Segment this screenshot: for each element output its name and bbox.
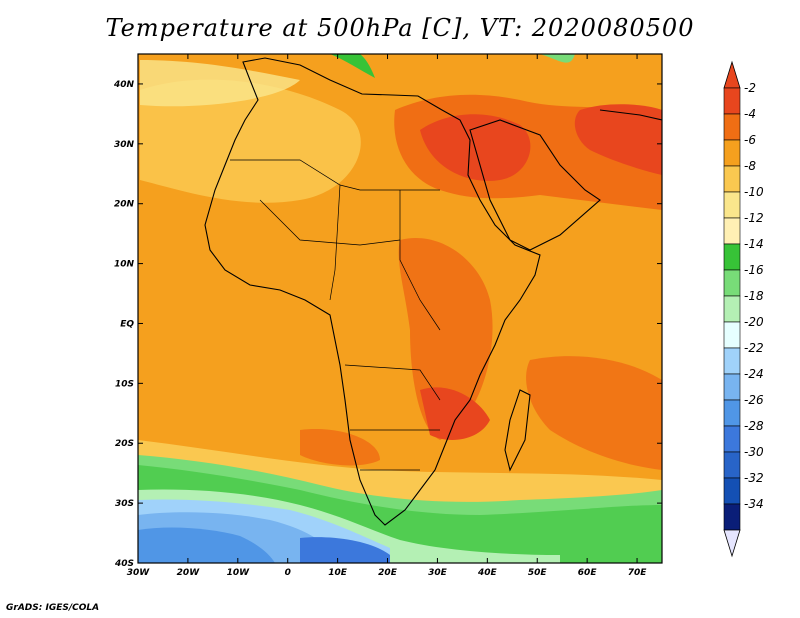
y-tick-label: 30S	[115, 499, 134, 509]
field-iran-hot-core	[574, 104, 662, 175]
x-tick-label: 40E	[477, 568, 498, 578]
colorbar-bottom-arrow	[723, 529, 741, 558]
colorbar-label: -30	[744, 445, 764, 459]
colorbar-swatch	[723, 113, 741, 141]
field-caspian-green-patch	[540, 54, 575, 63]
coastlines	[204, 57, 662, 526]
y-tick-label: 10N	[114, 260, 135, 270]
colorbar-label: -28	[744, 419, 764, 433]
field-europe-green-patch	[330, 54, 375, 78]
colorbar-label: -12	[744, 211, 764, 225]
colorbar-swatch	[723, 165, 741, 193]
colorbar-label: -26	[744, 393, 764, 407]
field-sahara-light-region	[140, 79, 361, 203]
colorbar-label: -10	[744, 185, 764, 199]
temperature-field	[138, 54, 662, 563]
field-south-atlantic-warm-patch	[300, 429, 380, 466]
field-blue-dark-region	[138, 527, 275, 563]
colorbar-swatch	[723, 503, 741, 531]
border-line	[399, 190, 441, 331]
x-tick-label: 30W	[127, 568, 151, 578]
colorbar-label: -6	[744, 133, 756, 147]
madagascar-coastline	[504, 389, 531, 472]
colorbar-swatch	[723, 347, 741, 375]
colorbar-swatch	[723, 295, 741, 323]
field-northwest-pale-region	[140, 60, 300, 107]
field-east-africa-hot-spot	[420, 387, 490, 440]
y-tick-label: EQ	[120, 319, 134, 329]
x-axis: 30W 20W 10W 0 10E 20E 30E 40E 50E 60E 70E	[127, 54, 647, 578]
field-indian-ocean-warm-region	[526, 356, 662, 470]
footer-credit: GrADS: IGES/COLA	[6, 603, 100, 613]
y-tick-label: 20N	[114, 200, 135, 210]
africa-coastline	[204, 57, 541, 526]
map-title: Temperature at 500hPa [C], VT: 202008050…	[105, 14, 695, 42]
x-tick-label: 30E	[428, 568, 448, 578]
y-tick-label: 40S	[114, 559, 134, 569]
x-tick-label: 50E	[528, 568, 548, 578]
colorbar-swatch	[723, 243, 741, 271]
y-tick-label: 30N	[114, 140, 135, 150]
country-borders	[230, 159, 441, 471]
colorbar-swatch	[723, 139, 741, 167]
y-axis: 40N 30N 20N 10N EQ 10S 20S 30S 40S	[113, 80, 662, 569]
x-tick-label: 10E	[328, 568, 348, 578]
border-line	[329, 184, 341, 301]
x-tick-label: 70E	[628, 568, 648, 578]
colorbar-label: -14	[744, 237, 764, 251]
colorbar-swatch	[723, 217, 741, 245]
asia-coastline	[599, 109, 662, 121]
colorbar-label: -18	[744, 289, 764, 303]
colorbar-swatch	[723, 87, 741, 115]
colorbar-swatch	[723, 399, 741, 427]
colorbar-top-arrow	[723, 60, 741, 89]
arabia-coastline	[469, 119, 601, 251]
x-tick-label: 60E	[578, 568, 598, 578]
colorbar-swatch	[723, 191, 741, 219]
colorbar-swatch	[723, 477, 741, 505]
x-tick-label: 0	[285, 568, 291, 578]
colorbar-swatch	[723, 373, 741, 401]
colorbar-label: -4	[744, 107, 756, 121]
colorbar-swatch	[723, 425, 741, 453]
colorbar-label: -32	[744, 471, 764, 485]
map-frame	[137, 53, 663, 564]
y-tick-label: 20S	[115, 439, 134, 449]
x-tick-label: 10W	[227, 568, 251, 578]
x-tick-label: 20E	[378, 568, 398, 578]
colorbar-label: -34	[744, 497, 764, 511]
colorbar-label: -16	[744, 263, 764, 277]
x-tick-label: 20W	[177, 568, 201, 578]
colorbar-swatch	[723, 451, 741, 479]
border-line	[344, 364, 441, 401]
colorbar: -2 -4 -6 -8 -10 -12 -14 -16 -18 -20 -22 -24 -26 -28 -3…	[723, 60, 764, 558]
border-line	[230, 159, 440, 191]
colorbar-label: -24	[744, 367, 764, 381]
colorbar-label: -22	[744, 341, 764, 355]
colorbar-label: -2	[744, 81, 756, 95]
colorbar-swatch	[723, 269, 741, 297]
y-tick-label: 10S	[115, 379, 134, 389]
colorbar-label: -8	[744, 159, 756, 173]
field-blue-core-region	[300, 537, 390, 563]
colorbar-label: -20	[744, 315, 764, 329]
colorbar-swatch	[723, 321, 741, 349]
y-tick-label: 40N	[113, 80, 135, 90]
border-line	[259, 199, 401, 246]
